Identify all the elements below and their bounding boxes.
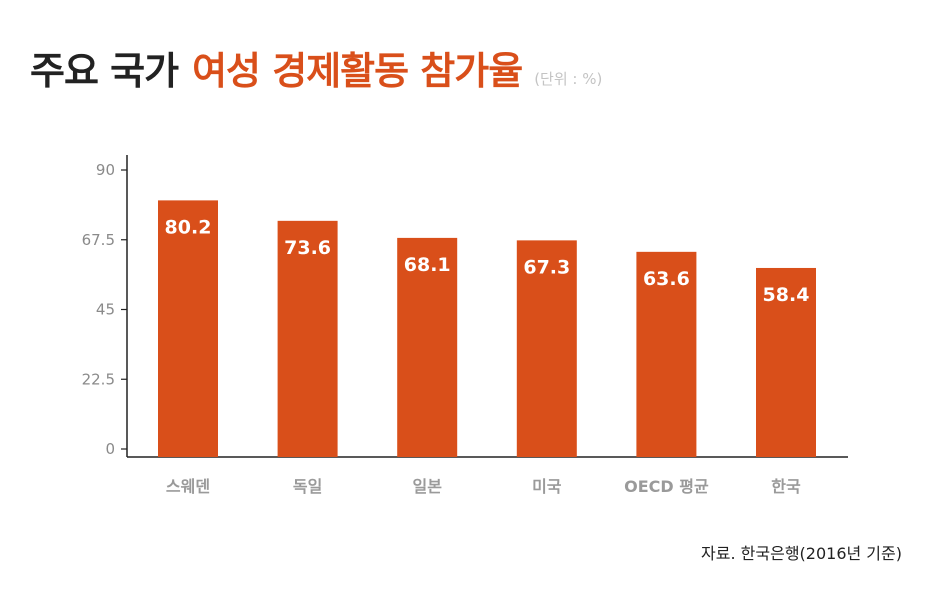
y-tick-label: 22.5 [82,370,115,388]
bar-value-label: 67.3 [523,256,570,278]
bar-value-label: 68.1 [404,254,451,276]
y-tick-label: 45 [96,301,115,319]
chart-unit-label: (단위 : %) [534,70,603,88]
bar [516,240,577,457]
y-tick-label: 90 [96,161,115,179]
chart-title-part1: 주요 국가 [30,49,179,93]
category-label: 미국 [532,477,562,496]
category-label: 독일 [293,477,322,496]
source-note: 자료. 한국은행(2016년 기준) [701,544,902,563]
bar [158,200,218,457]
category-label: 스웨덴 [166,477,210,496]
category-label: 한국 [771,477,801,496]
y-tick-label: 67.5 [82,231,115,249]
bar-value-label: 63.6 [643,268,690,290]
chart-title-part2: 여성 경제활동 참가율 [192,49,523,93]
chart-title: 주요 국가 여성 경제활동 참가율 (단위 : %) [30,40,602,110]
bar-value-label: 58.4 [763,284,810,306]
bar [756,267,816,457]
bar [636,251,697,457]
bar [277,220,338,457]
category-label: 일본 [412,477,442,496]
bar [397,237,458,457]
y-tick-label: 0 [105,440,115,458]
bar-value-label: 73.6 [284,237,331,259]
bar-value-label: 80.2 [165,216,212,238]
category-label: OECD 평균 [624,477,709,496]
